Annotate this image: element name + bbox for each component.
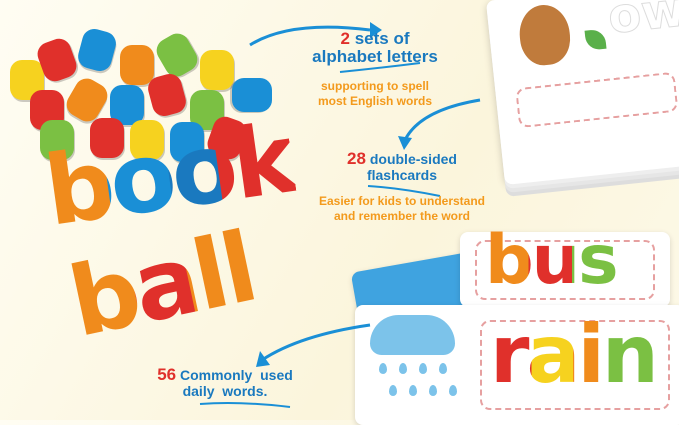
letter-piece [200, 50, 234, 90]
letter-piece [170, 122, 204, 162]
flashcard-rain: rain [355, 305, 679, 425]
letter-piece [120, 45, 154, 85]
callout-sets: 2 sets of alphabet letters supporting to… [300, 30, 450, 108]
arrow-to-sets [249, 25, 371, 47]
callout-flashcards: 28 double-sided flashcards Easier for ki… [302, 150, 502, 223]
callout-words: 56 Commonly used daily words. [145, 366, 305, 399]
raindrops-icon [375, 363, 465, 413]
flashcards-title2: flashcards [366, 166, 438, 183]
letter-piece [40, 120, 74, 160]
arrow-head-sets [370, 22, 382, 38]
flashcards-desc1: Easier for kids to understand [318, 193, 486, 208]
letter-piece [90, 118, 124, 158]
sets-title2: alphabet letters [312, 46, 438, 66]
arrow-to-flashcards [403, 98, 481, 141]
words-title: Commonly used [180, 367, 293, 383]
sets-desc2: most English words [317, 94, 432, 109]
sets-title: sets of [354, 29, 410, 48]
flashcards-desc2: and remember the word [333, 209, 471, 224]
words-title2: daily words. [182, 382, 268, 399]
arrow-head-flashcards [398, 136, 412, 150]
arrow-to-words [261, 323, 371, 362]
cloud-icon [370, 315, 455, 355]
letters-bus: bus [485, 221, 619, 300]
flashcard-bus: bus [460, 227, 670, 307]
words-number: 56 [157, 365, 177, 384]
sets-desc1: supporting to spell [321, 78, 429, 93]
sets-number: 2 [340, 29, 350, 48]
letter-piece [130, 120, 164, 160]
flashcards-number: 28 [347, 149, 366, 168]
letters-rain: rain [490, 308, 659, 401]
flashcards-title: double-sided [369, 151, 457, 167]
alphabet-letter-pile [0, 26, 300, 163]
arrow-head-words [256, 351, 270, 367]
